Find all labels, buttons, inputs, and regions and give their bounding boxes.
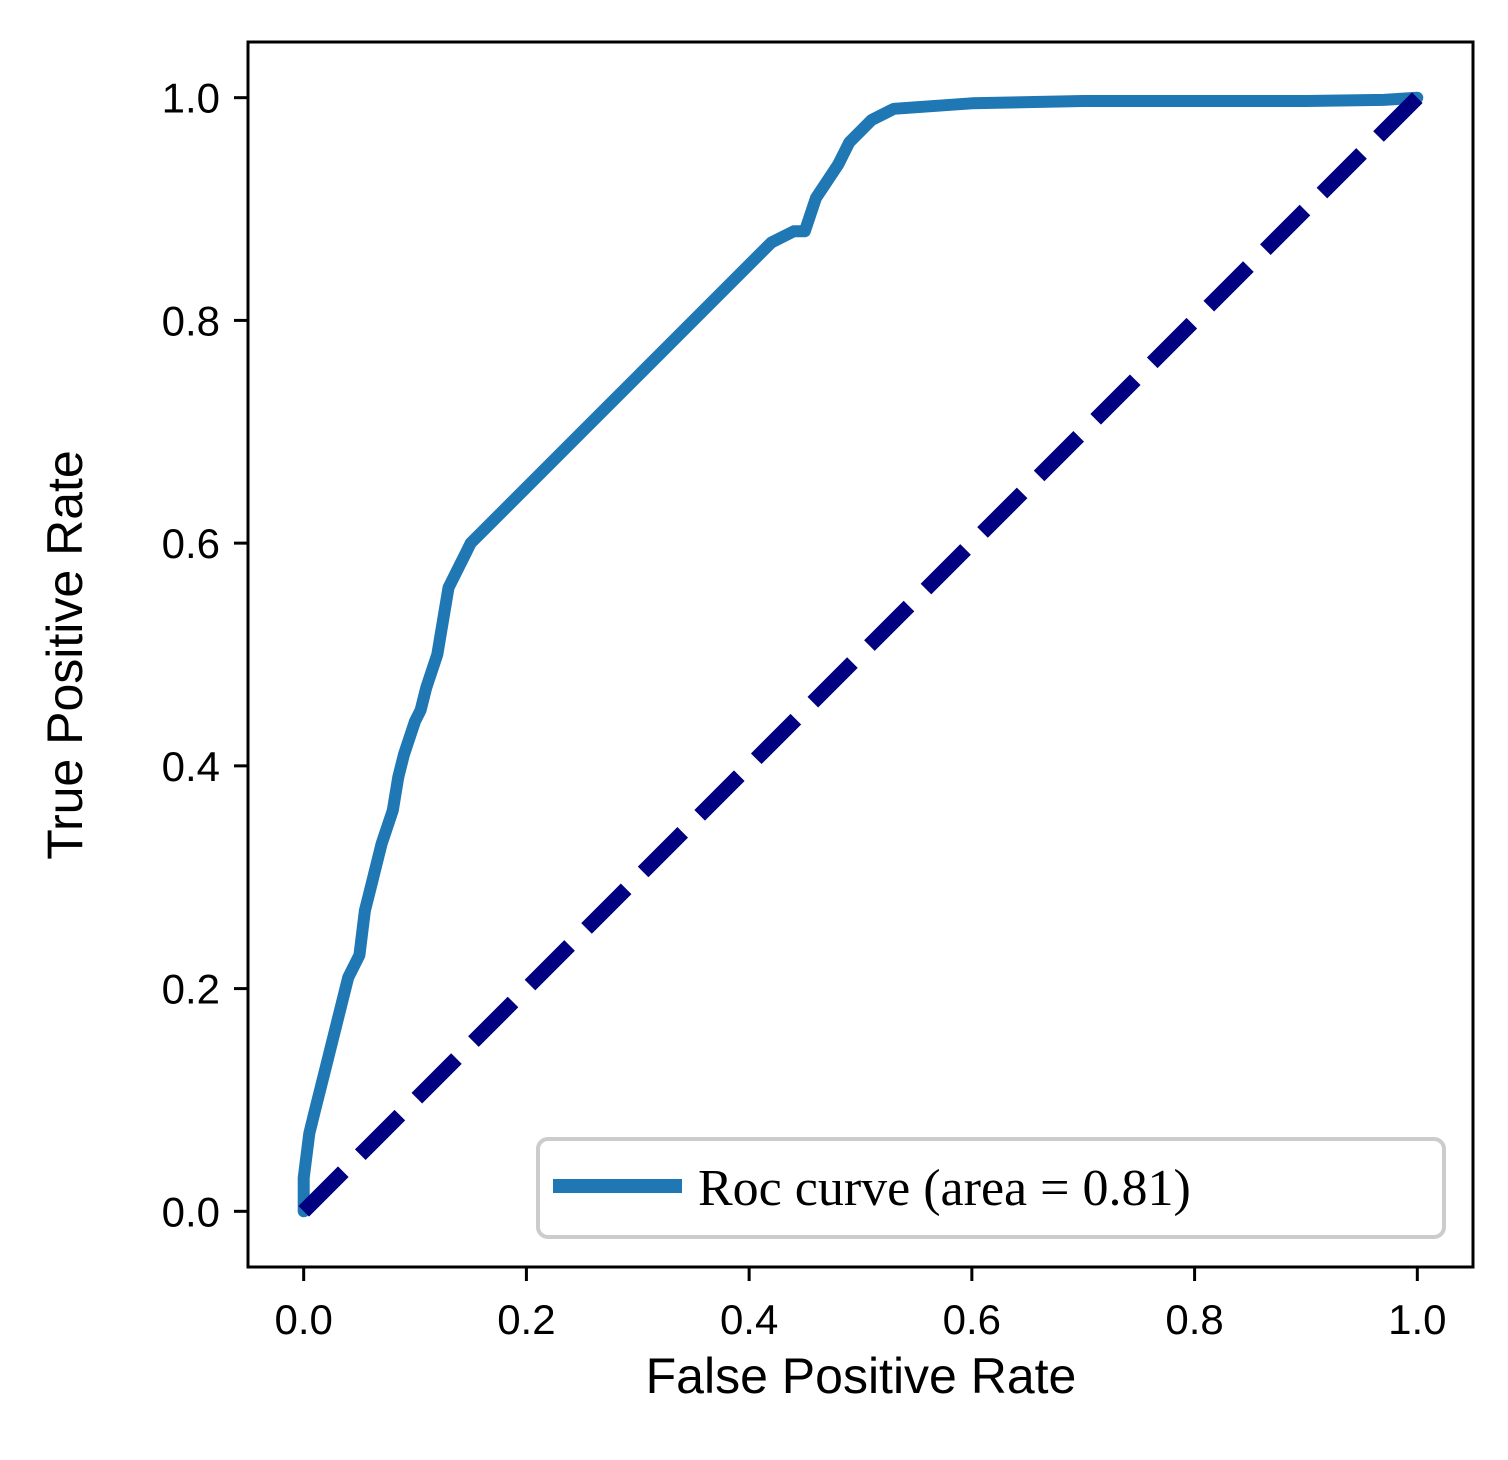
x-tick-label-1: 0.2 bbox=[497, 1296, 555, 1343]
x-tick-label-5: 1.0 bbox=[1388, 1296, 1446, 1343]
chance-diagonal-line bbox=[298, 92, 1423, 1217]
x-tick-label-2: 0.4 bbox=[720, 1296, 778, 1343]
y-axis-label: True Positive Rate bbox=[37, 450, 93, 859]
legend: Roc curve (area = 0.81) bbox=[536, 1137, 1446, 1239]
y-tick-label-2: 0.4 bbox=[162, 743, 220, 790]
y-tick-label-0: 0.0 bbox=[162, 1188, 220, 1235]
y-tick-label-5: 1.0 bbox=[162, 75, 220, 122]
y-tick-label-1: 0.2 bbox=[162, 966, 220, 1013]
roc-curve-line bbox=[297, 91, 1424, 1218]
x-axis-label: False Positive Rate bbox=[646, 1348, 1077, 1404]
x-tick-label-3: 0.6 bbox=[943, 1296, 1001, 1343]
plot-area: 0.0 0.2 0.4 0.6 0.8 1.0 0.0 0.2 0.4 0.6 0.8 1.0 bbox=[162, 40, 1475, 1343]
legend-label-roc-curve: Roc curve (area = 0.81) bbox=[698, 1160, 1191, 1217]
x-axis-ticks: 0.0 0.2 0.4 0.6 0.8 1.0 bbox=[274, 1267, 1447, 1343]
legend-frame bbox=[536, 1137, 1446, 1239]
y-tick-label-4: 0.8 bbox=[162, 297, 220, 344]
series-layer bbox=[297, 91, 1424, 1218]
x-tick-label-4: 0.8 bbox=[1165, 1296, 1223, 1343]
x-tick-label-0: 0.0 bbox=[274, 1296, 332, 1343]
y-axis-ticks: 0.0 0.2 0.4 0.6 0.8 1.0 bbox=[162, 75, 248, 1235]
y-tick-label-3: 0.6 bbox=[162, 520, 220, 567]
